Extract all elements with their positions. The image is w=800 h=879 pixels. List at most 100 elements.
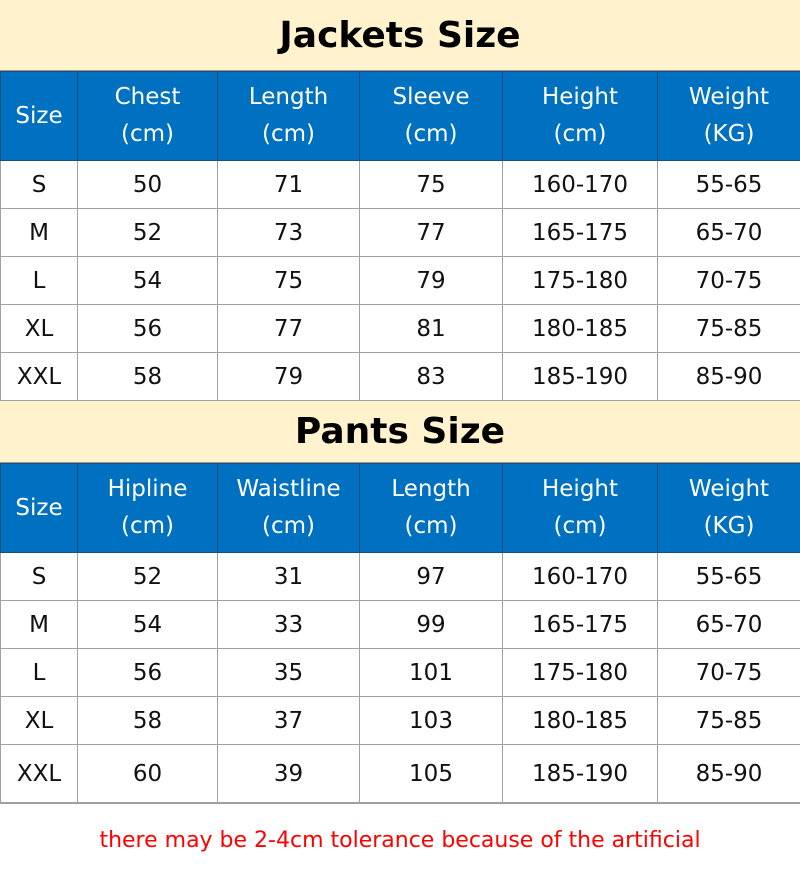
tolerance-note: there may be 2-4cm tolerance because of … [0, 803, 800, 876]
header-text: Weight [688, 84, 770, 110]
header-text: (KG) [703, 121, 755, 147]
header-text: (cm) [262, 121, 315, 147]
header-text: Length [248, 84, 329, 110]
column-header: Weight (KG) [657, 71, 800, 161]
header-text: Height [541, 84, 619, 110]
value-cell: 31 [217, 552, 360, 601]
size-cell: XL [0, 696, 78, 745]
header-text: (cm) [553, 121, 607, 147]
value-cell: 52 [77, 208, 218, 257]
value-cell: 65-70 [657, 600, 800, 649]
value-cell: 101 [359, 648, 503, 697]
table-row: M 52 73 77 165-175 65-70 [0, 208, 800, 257]
value-cell: 105 [359, 744, 503, 803]
column-header: Weight (KG) [657, 463, 800, 553]
header-text: (KG) [703, 513, 755, 539]
column-header: Waistline (cm) [217, 463, 360, 553]
header-row: Size Hipline (cm) Waistline (cm) Length (cm) He… [0, 463, 800, 553]
value-cell: 71 [217, 160, 360, 209]
table-row: XL 56 77 81 180-185 75-85 [0, 304, 800, 353]
value-cell: 70-75 [657, 256, 800, 305]
value-cell: 77 [217, 304, 360, 353]
value-cell: 56 [77, 648, 218, 697]
value-cell: 175-180 [502, 256, 658, 305]
table-row: L 56 35 101 175-180 70-75 [0, 648, 800, 697]
column-header: Hipline (cm) [77, 463, 218, 553]
column-header: Chest (cm) [77, 71, 218, 161]
value-cell: 39 [217, 744, 360, 803]
table-row: XL 58 37 103 180-185 75-85 [0, 696, 800, 745]
value-cell: 52 [77, 552, 218, 601]
header-row: Size Chest (cm) Length (cm) Sleeve (cm) Height (… [0, 71, 800, 161]
value-cell: 85-90 [657, 744, 800, 803]
value-cell: 70-75 [657, 648, 800, 697]
value-cell: 37 [217, 696, 360, 745]
table-row: M 54 33 99 165-175 65-70 [0, 600, 800, 649]
header-text: Height [541, 476, 619, 502]
value-cell: 185-190 [502, 744, 658, 803]
size-cell: L [0, 648, 78, 697]
value-cell: 35 [217, 648, 360, 697]
pants-size-table: Size Hipline (cm) Waistline (cm) Length (cm) He… [0, 463, 800, 803]
value-cell: 85-90 [657, 352, 800, 401]
value-cell: 180-185 [502, 304, 658, 353]
header-text: Size [15, 494, 63, 521]
value-cell: 175-180 [502, 648, 658, 697]
value-cell: 55-65 [657, 160, 800, 209]
column-header: Sleeve (cm) [359, 71, 503, 161]
value-cell: 60 [77, 744, 218, 803]
header-text: Waistline [236, 476, 341, 502]
value-cell: 54 [77, 256, 218, 305]
value-cell: 50 [77, 160, 218, 209]
column-header: Size [0, 71, 78, 161]
header-text: (cm) [553, 513, 607, 539]
size-cell: S [0, 552, 78, 601]
value-cell: 165-175 [502, 208, 658, 257]
header-text: (cm) [262, 513, 315, 539]
value-cell: 54 [77, 600, 218, 649]
table-row: S 50 71 75 160-170 55-65 [0, 160, 800, 209]
size-cell: XL [0, 304, 78, 353]
header-text: Hipline [107, 476, 188, 502]
header-text: Length [391, 476, 471, 502]
value-cell: 81 [359, 304, 503, 353]
value-cell: 180-185 [502, 696, 658, 745]
column-header: Height (cm) [502, 71, 658, 161]
table-row: XXL 58 79 83 185-190 85-90 [0, 352, 800, 401]
size-cell: L [0, 256, 78, 305]
value-cell: 58 [77, 352, 218, 401]
table-row: XXL 60 39 105 185-190 85-90 [0, 744, 800, 803]
value-cell: 77 [359, 208, 503, 257]
table-row: L 54 75 79 175-180 70-75 [0, 256, 800, 305]
header-text: Sleeve [392, 84, 470, 110]
value-cell: 55-65 [657, 552, 800, 601]
value-cell: 97 [359, 552, 503, 601]
value-cell: 185-190 [502, 352, 658, 401]
value-cell: 75 [359, 160, 503, 209]
column-header: Length (cm) [217, 71, 360, 161]
pants-title: Pants Size [0, 401, 800, 463]
value-cell: 99 [359, 600, 503, 649]
size-cell: S [0, 160, 78, 209]
header-text: (cm) [121, 513, 174, 539]
table-row: S 52 31 97 160-170 55-65 [0, 552, 800, 601]
size-cell: XXL [0, 352, 78, 401]
value-cell: 165-175 [502, 600, 658, 649]
value-cell: 83 [359, 352, 503, 401]
value-cell: 160-170 [502, 552, 658, 601]
value-cell: 79 [217, 352, 360, 401]
value-cell: 33 [217, 600, 360, 649]
size-cell: M [0, 208, 78, 257]
value-cell: 56 [77, 304, 218, 353]
value-cell: 75-85 [657, 696, 800, 745]
value-cell: 79 [359, 256, 503, 305]
jackets-size-table: Size Chest (cm) Length (cm) Sleeve (cm) Height (… [0, 71, 800, 401]
value-cell: 73 [217, 208, 360, 257]
header-text: Chest [114, 84, 181, 110]
value-cell: 58 [77, 696, 218, 745]
value-cell: 75-85 [657, 304, 800, 353]
header-text: (cm) [404, 513, 458, 539]
column-header: Height (cm) [502, 463, 658, 553]
value-cell: 65-70 [657, 208, 800, 257]
value-cell: 103 [359, 696, 503, 745]
